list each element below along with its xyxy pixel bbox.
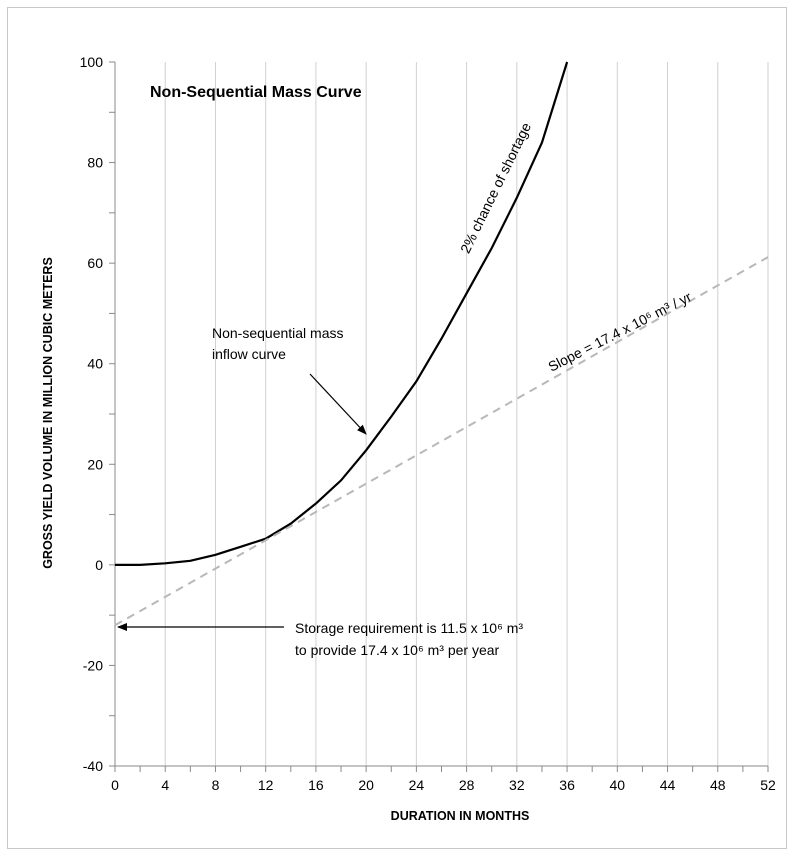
x-tick-label: 44: [660, 777, 676, 793]
y-tick-label: 20: [87, 456, 103, 472]
x-tick-label: 16: [308, 777, 324, 793]
inflow-arrow: [309, 373, 367, 435]
mass-curve-line: [115, 61, 569, 566]
x-tick-label: 40: [610, 777, 626, 793]
x-tick-label: 52: [760, 777, 776, 793]
x-tick-label: 24: [409, 777, 425, 793]
x-tick-label: 8: [212, 777, 220, 793]
y-tick-label: 0: [95, 557, 103, 573]
chart-frame: [7, 7, 787, 849]
annotation-arrows: [117, 373, 367, 631]
x-tick-label: 32: [509, 777, 525, 793]
axes: [109, 61, 769, 772]
y-tick-label: 80: [87, 155, 103, 171]
grid: [164, 62, 769, 766]
x-tick-label: 36: [559, 777, 575, 793]
x-tick-label: 28: [459, 777, 475, 793]
slope-label: Slope = 17.4 x 10⁶ m³ / yr: [545, 288, 694, 374]
y-tick-label: -20: [83, 657, 103, 673]
x-tick-label: 20: [358, 777, 374, 793]
x-tick-label: 12: [258, 777, 274, 793]
inflow-label-line2: inflow curve: [212, 346, 286, 362]
x-tick-label: 4: [161, 777, 169, 793]
y-tick-label: 100: [80, 54, 104, 70]
chart-title: Non-Sequential Mass Curve: [150, 84, 362, 101]
storage-label-line1: Storage requirement is 11.5 x 10⁶ m³: [295, 620, 523, 636]
y-tick-label: -40: [83, 758, 103, 774]
storage-label-line2: to provide 17.4 x 10⁶ m³ per year: [295, 642, 500, 658]
x-tick-label: 0: [111, 777, 119, 793]
lines: [114, 61, 769, 627]
x-axis-title: DURATION IN MONTHS: [391, 809, 530, 823]
inflow-label-line1: Non-sequential mass: [212, 325, 344, 341]
y-tick-label: 40: [87, 356, 103, 372]
y-axis-title: GROSS YIELD VOLUME IN MILLION CUBIC METE…: [41, 257, 55, 569]
x-tick-label: 48: [710, 777, 726, 793]
y-tick-label: 60: [87, 255, 103, 271]
